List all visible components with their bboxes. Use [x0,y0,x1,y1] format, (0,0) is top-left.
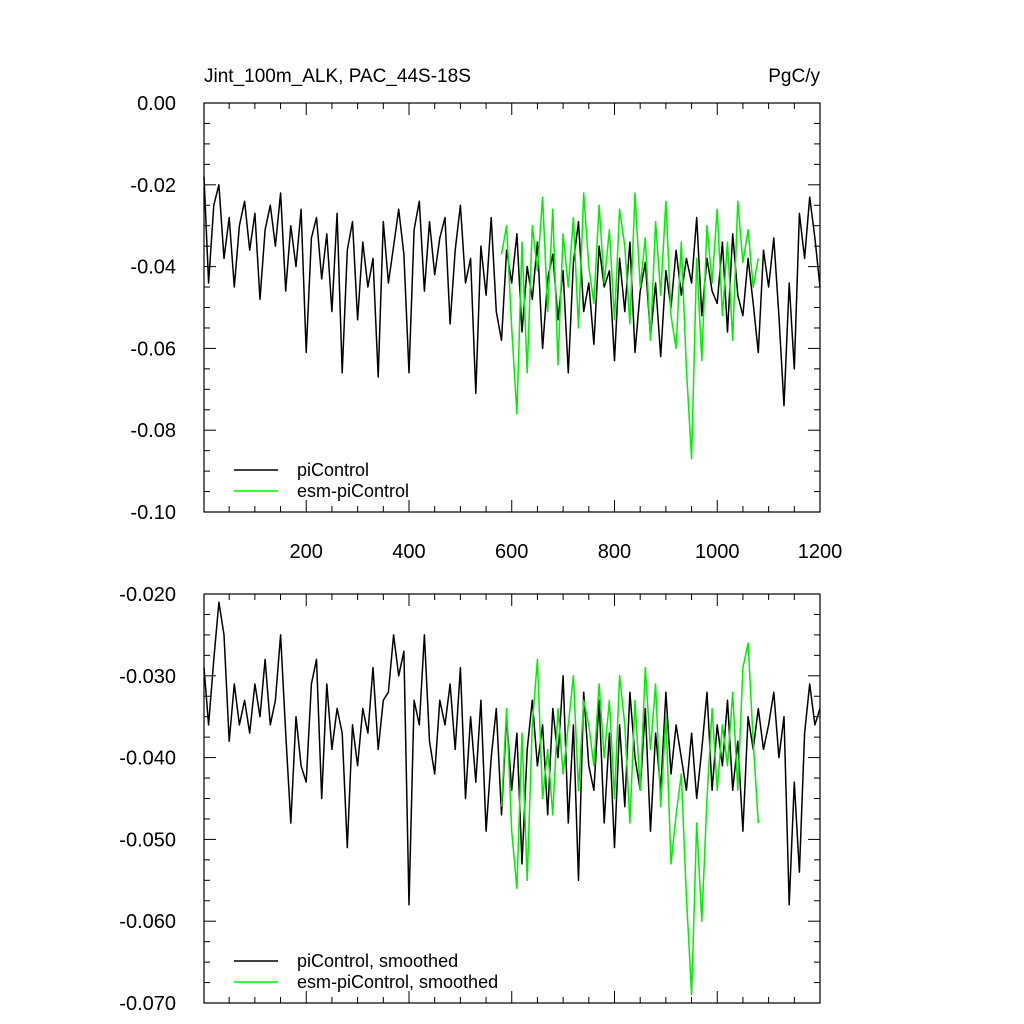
top-y-tick-label: 0.00 [137,93,176,115]
bottom-legend: piControl, smoothed esm-piControl, smoot… [234,951,498,992]
top-x-tick-label: 600 [495,541,528,563]
top-x-tick-label: 1200 [798,541,843,563]
bottom-y-tick-label: -0.060 [119,911,176,933]
top-series-group [203,176,821,460]
top-y-tick-label: -0.06 [130,338,176,360]
bottom-y-tick-label: -0.070 [119,993,176,1015]
chart-units: PgC/y [768,66,820,87]
top-legend: piControl esm-piControl [234,460,409,501]
bottom-axes-group: -0.020 -0.030 -0.040 -0.050 -0.060 -0.070 [119,584,821,1015]
bottom-panel: -0.020 -0.030 -0.040 -0.050 -0.060 -0.070 piC… [119,584,821,1015]
bottom-y-tick-label: -0.050 [119,829,176,851]
top-axes-group: 0.00 -0.02 -0.04 -0.06 -0.08 -0.10 200 400 600 80… [130,93,842,563]
bottom-series-group [203,601,821,996]
top-y-tick-label: -0.08 [130,420,176,442]
top-y-tick-label: -0.10 [130,502,176,524]
legend-label-esm-picontrol-smoothed: esm-piControl, smoothed [297,972,498,992]
top-panel: 0.00 -0.02 -0.04 -0.06 -0.08 -0.10 200 400 600 80… [130,93,842,563]
legend-label-esm-picontrol: esm-piControl [297,481,409,501]
chart-title: Jint_100m_ALK, PAC_44S-18S [204,66,471,87]
top-series-line-esm-picontrol [500,192,760,460]
top-y-tick-label: -0.02 [130,175,176,197]
top-x-tick-label: 200 [290,541,323,563]
top-x-tick-label: 1000 [695,541,740,563]
bottom-y-tick-label: -0.020 [119,584,176,606]
legend-label-picontrol-smoothed: piControl, smoothed [297,951,458,971]
top-x-tick-label: 800 [598,541,631,563]
legend-label-picontrol: piControl [297,460,369,480]
top-y-tick-label: -0.04 [130,257,176,279]
bottom-y-tick-label: -0.040 [119,748,176,770]
bottom-series-line-esm-picontrol-smoothed [500,642,760,996]
top-x-tick-label: 400 [392,541,425,563]
bottom-series-line-picontrol-smoothed [203,601,821,906]
top-series-line-picontrol [203,176,821,407]
bottom-y-tick-label: -0.030 [119,666,176,688]
